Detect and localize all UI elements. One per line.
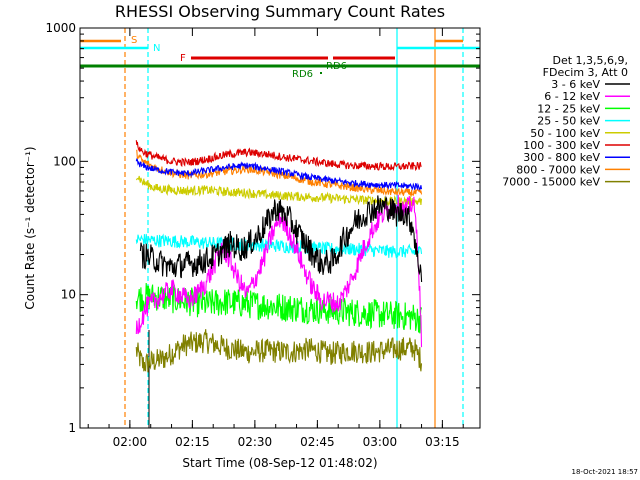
x-tick-label-0: 02:00 (113, 435, 148, 449)
series-line-300-800-kev (135, 158, 423, 191)
axis-layer: 02:00 02:15 02:30 02:45 03:00 03:15 1 10 100 1000 (45, 21, 480, 449)
x-tick-label-2: 02:30 (238, 435, 273, 449)
timestamp: 18-Oct-2021 18:57 (572, 468, 638, 476)
flag-label-rd6-3: RD6 (292, 69, 313, 80)
flag-label-rd6-4: RD6 (326, 61, 347, 72)
legend-label-4: 50 - 100 keV (530, 127, 600, 140)
x-tick-label-3: 02:45 (300, 435, 335, 449)
x-tick-label-4: 03:00 (363, 435, 398, 449)
x-tick-label-5: 03:15 (425, 435, 460, 449)
y-axis-label: Count Rate (s⁻¹ detector⁻¹) (23, 146, 37, 309)
legend-label-8: 7000 - 15000 keV (502, 176, 600, 189)
chart-title: RHESSI Observing Summary Count Rates (115, 2, 445, 21)
legend-label-2: 12 - 25 keV (537, 102, 600, 115)
series-line-12-25-kev (135, 282, 423, 334)
legend-label-1: 6 - 12 keV (544, 90, 600, 103)
y-tick-label-0: 1 (68, 421, 76, 435)
y-tick-label-2: 100 (53, 154, 76, 168)
legend-label-5: 100 - 300 keV (523, 139, 600, 152)
y-tick-label-3: 1000 (45, 21, 76, 35)
legend-label-0: 3 - 6 keV (551, 78, 600, 91)
series-line-7000-15000-kev (135, 329, 423, 373)
flag-label-n-1: N (153, 43, 160, 54)
series-layer (135, 140, 423, 373)
series-line-25-50-kev (135, 233, 423, 259)
legend-label-3: 25 - 50 keV (537, 115, 600, 128)
legend-label-7: 800 - 7000 keV (516, 163, 600, 176)
legend-header-1: FDecim 3, Att 0 (543, 66, 628, 79)
plot-frame (79, 27, 481, 429)
legend-header-0: Det 1,3,5,6,9, (552, 54, 628, 67)
y-tick-label-1: 10 (61, 288, 76, 302)
x-axis-label: Start Time (08-Sep-12 01:48:02) (182, 456, 377, 470)
rd6-marker (320, 72, 322, 74)
flag-label-s-0: S (131, 35, 137, 46)
series-line-6-12-kev (135, 194, 423, 348)
series-line-100-300-kev (135, 140, 422, 172)
legend: Det 1,3,5,6,9,FDecim 3, Att 03 - 6 keV6 … (502, 54, 630, 189)
flag-label-f-2: F (180, 53, 186, 64)
series-line-3-6-kev (139, 195, 423, 283)
legend-label-6: 300 - 800 keV (523, 151, 600, 164)
flag-layer: S N F RD6 RD6 (80, 28, 480, 428)
x-tick-label-1: 02:15 (175, 435, 210, 449)
